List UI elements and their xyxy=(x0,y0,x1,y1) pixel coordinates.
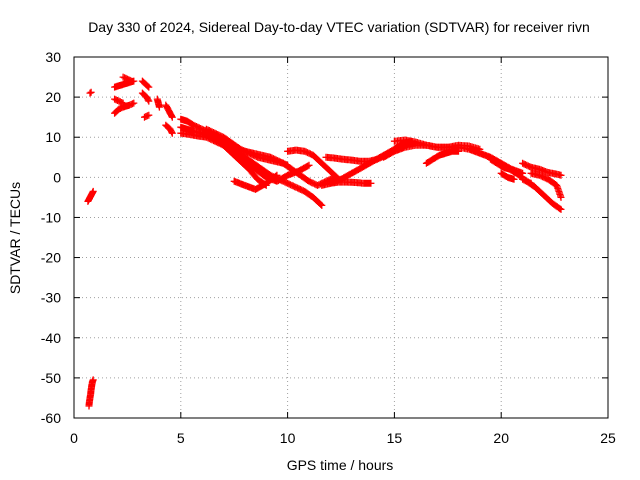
series-arc-a xyxy=(111,99,138,117)
data-point-marks xyxy=(111,99,138,117)
x-tick-label: 10 xyxy=(280,430,296,446)
data-point-marks xyxy=(162,101,176,121)
y-tick-label: -10 xyxy=(41,209,61,225)
y-tick-label: 10 xyxy=(45,129,61,145)
data-point-marks xyxy=(326,178,375,187)
x-tick-label: 5 xyxy=(177,430,185,446)
y-tick-label: -20 xyxy=(41,250,61,266)
x-tick-label: 0 xyxy=(70,430,78,446)
axes-layer: 0 5 10 15 20 25 -60 -50 -40 -30 -20 -10 0 10 20 30 xyxy=(41,49,616,446)
data-point-marks xyxy=(487,155,527,181)
series-arc-cc xyxy=(519,175,535,187)
series-arc-m xyxy=(177,129,270,189)
data-point-marks xyxy=(422,147,462,167)
series-arc-early-top xyxy=(86,88,95,97)
data-point-marks xyxy=(177,129,270,189)
data-point-marks xyxy=(230,171,281,193)
data-point-marks xyxy=(497,169,518,183)
data-point-marks xyxy=(111,95,127,107)
series-arc-s xyxy=(326,178,375,187)
series-arc-y xyxy=(497,169,518,183)
data-point-marks xyxy=(84,187,97,205)
series-arc-i xyxy=(162,101,176,121)
data-point-marks xyxy=(162,121,176,137)
data-point-marks xyxy=(519,175,535,187)
data-point-marks xyxy=(527,169,565,201)
series-arc-z xyxy=(519,159,565,179)
series-arc-p xyxy=(230,171,281,193)
series-arc-d xyxy=(119,73,136,85)
y-axis-label: SDTVAR / TECUs xyxy=(7,182,23,294)
series-arc-bb xyxy=(527,169,565,201)
data-point-marks xyxy=(232,145,292,169)
data-point-marks xyxy=(153,95,163,111)
data-point-marks xyxy=(141,111,153,121)
series-arc-early-mid xyxy=(84,187,97,205)
marks-layer xyxy=(84,73,565,410)
series-arc-v xyxy=(390,136,484,153)
data-point-marks xyxy=(138,77,153,91)
data-point-marks xyxy=(86,88,95,97)
data-point-marks xyxy=(519,159,565,179)
y-tick-label: 30 xyxy=(45,49,61,65)
series-arc-q xyxy=(284,146,343,183)
y-tick-label: 0 xyxy=(53,169,61,185)
plot-frame xyxy=(73,56,609,419)
grid-layer xyxy=(74,57,608,418)
y-tick-label: -40 xyxy=(41,330,61,346)
series-arc-j xyxy=(162,121,176,137)
data-point-marks xyxy=(85,376,97,410)
series-arc-f xyxy=(138,89,153,105)
y-tick-label: -50 xyxy=(41,370,61,386)
series-arc-early-deep xyxy=(85,376,97,410)
data-point-marks xyxy=(138,89,153,105)
data-point-marks xyxy=(284,146,343,183)
x-tick-label: 25 xyxy=(600,430,616,446)
y-tick-label: -60 xyxy=(41,410,61,426)
y-tick-label: 20 xyxy=(45,89,61,105)
data-point-marks xyxy=(119,73,136,85)
x-tick-label: 20 xyxy=(493,430,509,446)
series-arc-e xyxy=(138,77,153,91)
x-tick-label: 15 xyxy=(387,430,403,446)
data-point-marks xyxy=(390,136,484,153)
series-arc-g xyxy=(141,111,153,121)
series-arc-o xyxy=(232,145,292,169)
y-tick-label: -30 xyxy=(41,290,61,306)
chart-title: Day 330 of 2024, Sidereal Day-to-day VTE… xyxy=(88,19,590,35)
series-arc-h xyxy=(153,95,163,111)
series-arc-w xyxy=(422,147,462,167)
series-arc-x xyxy=(487,155,527,181)
series-arc-b xyxy=(111,95,127,107)
x-axis-label: GPS time / hours xyxy=(287,457,394,473)
